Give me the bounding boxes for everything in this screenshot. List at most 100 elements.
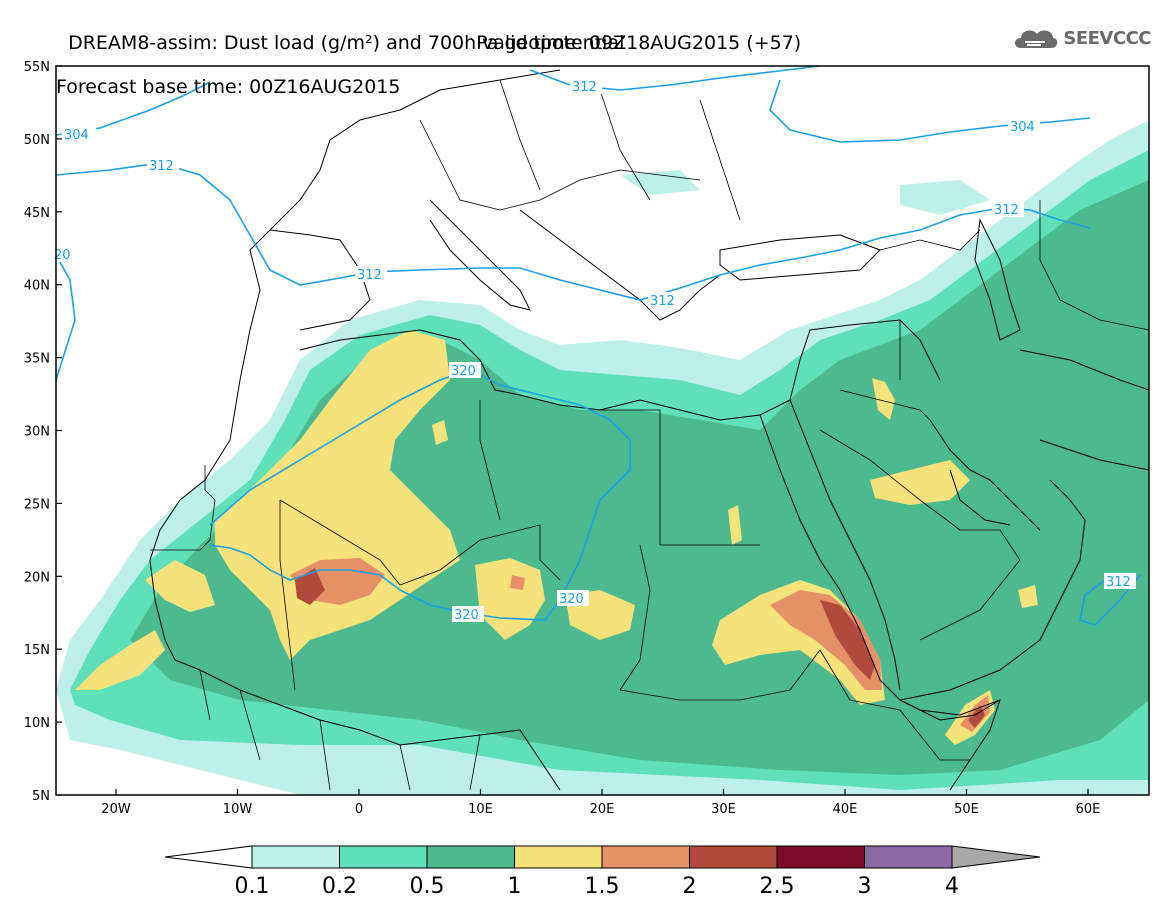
contour-320-west [56,254,76,381]
coast-black-sea [719,234,881,281]
dust-band-1-sahara [215,330,460,660]
border-niger-chad [399,524,561,586]
contour-label: 320 [451,364,476,379]
border-europe-1 [419,119,701,211]
contour-label: 320 [454,608,479,623]
lat-label: 25N [24,497,50,512]
cloud-icon [1015,30,1058,48]
title-line-1: DREAM8-assim: Dust load (g/m²) and 700hP… [68,32,625,54]
colorbar-label: 2.5 [760,874,795,899]
colorbar-under-triangle [164,845,253,869]
lat-label: 50N [24,133,50,148]
colorbar-box [426,845,515,869]
lat-label: 40N [24,279,50,294]
lon-label: 0 [355,802,363,817]
dust-band-1-egypt [728,505,742,545]
dust-band-0-1-north [620,170,700,195]
colorbar-box [339,845,428,869]
lat-label: 10N [24,716,50,731]
contour-label: 304 [64,128,89,143]
border-central-asia [1039,200,1149,331]
colorbar-label: 0.2 [322,874,357,899]
contour-label: 320 [559,592,584,607]
borders [150,79,1149,791]
contour-label: 312 [572,80,597,95]
colorbar-box [251,845,340,869]
dust-band-1-libya [432,420,448,445]
colorbar-box [601,845,690,869]
coast-gulf [929,419,1041,531]
colorbar-over-triangle [951,845,1041,869]
border-chad-sudan [619,544,651,691]
lon-label: 60E [1076,802,1101,817]
coast-arabia-south [899,479,1086,701]
dust-band-1-west [145,560,215,612]
contour-label: 312 [357,268,382,283]
contour-label: 20 [54,248,71,263]
border-iraq [839,320,931,421]
contour-label: 312 [1106,575,1131,590]
dust-band-0-1-east [900,180,990,215]
map-title: DREAM8-assim: Dust load (g/m²) and 700hP… [56,10,801,142]
coast-balkans [519,209,721,321]
lon-label: 20W [101,802,131,817]
dust-field [56,120,1149,795]
coast-iberia [249,229,371,331]
border-europe-2 [499,79,741,221]
colorbar-label: 0.1 [235,874,270,899]
colorbar-box [689,845,778,869]
lon-label: 20E [590,802,615,817]
latitude-axis: 55N 50N 45N 40N 35N 30N 25N 20N 15N 10N 5N [24,60,62,804]
contour-label: 312 [994,203,1019,218]
dust-band-1-5-nile [770,590,882,690]
colorbar: 0.1 0.2 0.5 1 1.5 2 2.5 3 4 [164,845,1041,899]
colorbar-label: 3 [858,874,872,899]
seevccc-logo: SEEVCCC [1011,24,1151,52]
lon-label: 10W [223,802,253,817]
colorbar-box [776,845,865,869]
lat-label: 55N [24,60,50,75]
dust-band-2-eritrea [820,600,875,680]
dust-band-1-5-chad [510,575,525,590]
colorbar-box [864,845,953,869]
border-ethiopia [819,649,970,761]
coast-italy [429,199,531,311]
border-mali-niger [279,500,296,691]
coast-iran [1019,349,1149,471]
lon-label: 30E [711,802,736,817]
contour-label: 312 [650,294,675,309]
contour-label: 304 [1010,120,1035,135]
valid-time: valid time: 09Z18AUG2015 (+57) [482,32,802,54]
dust-band-2-somalia [968,705,985,728]
dust-band-1-arabia [870,460,970,505]
border-libya [479,400,661,545]
dust-band-0-5 [130,180,1149,775]
lat-label: 5N [32,789,50,804]
coast-europe [269,69,561,231]
dust-band-2-mali [295,568,325,605]
contour-320-sahara [209,369,631,621]
colorbar-label: 2 [683,874,697,899]
coast-mediterranean-south [299,329,791,421]
colorbar-label: 0.5 [410,874,445,899]
border-caucasus [879,229,981,251]
lat-label: 35N [24,352,50,367]
border-mauritania [150,465,216,551]
colorbar-label: 1.5 [585,874,620,899]
lat-label: 15N [24,643,50,658]
dust-band-1-coast [75,630,165,690]
colorbar-box [514,845,603,869]
longitude-axis: 20W 10W 0 10E 20E 30E 40E 50E 60E [101,789,1100,817]
title-line-2: Forecast base time: 00Z16AUG2015 [56,76,401,98]
border-sudan-south [619,649,821,701]
coastlines [149,69,1149,791]
dust-band-1-iraq [872,378,895,420]
colorbar-label: 1 [508,874,522,899]
border-saudi [819,429,1021,641]
colorbar-label: 4 [945,874,959,899]
coast-caspian [974,218,1021,341]
border-west-africa-south [199,669,481,791]
logo-text: SEEVCCC [1063,27,1151,49]
dust-band-1-oman [1018,585,1038,608]
